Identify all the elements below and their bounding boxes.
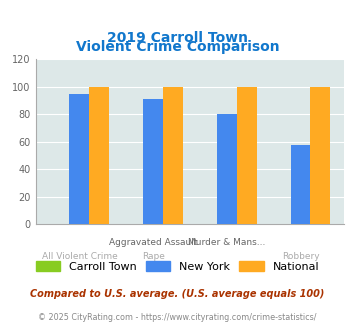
Text: Violent Crime Comparison: Violent Crime Comparison — [76, 41, 279, 54]
Legend: Carroll Town, New York, National: Carroll Town, New York, National — [32, 256, 323, 276]
Text: © 2025 CityRating.com - https://www.cityrating.com/crime-statistics/: © 2025 CityRating.com - https://www.city… — [38, 313, 317, 322]
Text: 2019 Carroll Town: 2019 Carroll Town — [107, 31, 248, 45]
Bar — [89, 87, 109, 224]
Bar — [310, 87, 330, 224]
Bar — [290, 145, 310, 224]
Text: Robbery: Robbery — [282, 252, 319, 261]
Text: Aggravated Assault: Aggravated Assault — [109, 238, 197, 247]
Text: Rape: Rape — [142, 252, 164, 261]
Bar — [143, 99, 163, 224]
Bar — [163, 87, 183, 224]
Bar — [217, 115, 237, 224]
Bar — [70, 94, 89, 224]
Text: Murder & Mans...: Murder & Mans... — [188, 238, 266, 247]
Text: Compared to U.S. average. (U.S. average equals 100): Compared to U.S. average. (U.S. average … — [30, 289, 325, 299]
Bar — [237, 87, 257, 224]
Text: All Violent Crime: All Violent Crime — [42, 252, 117, 261]
